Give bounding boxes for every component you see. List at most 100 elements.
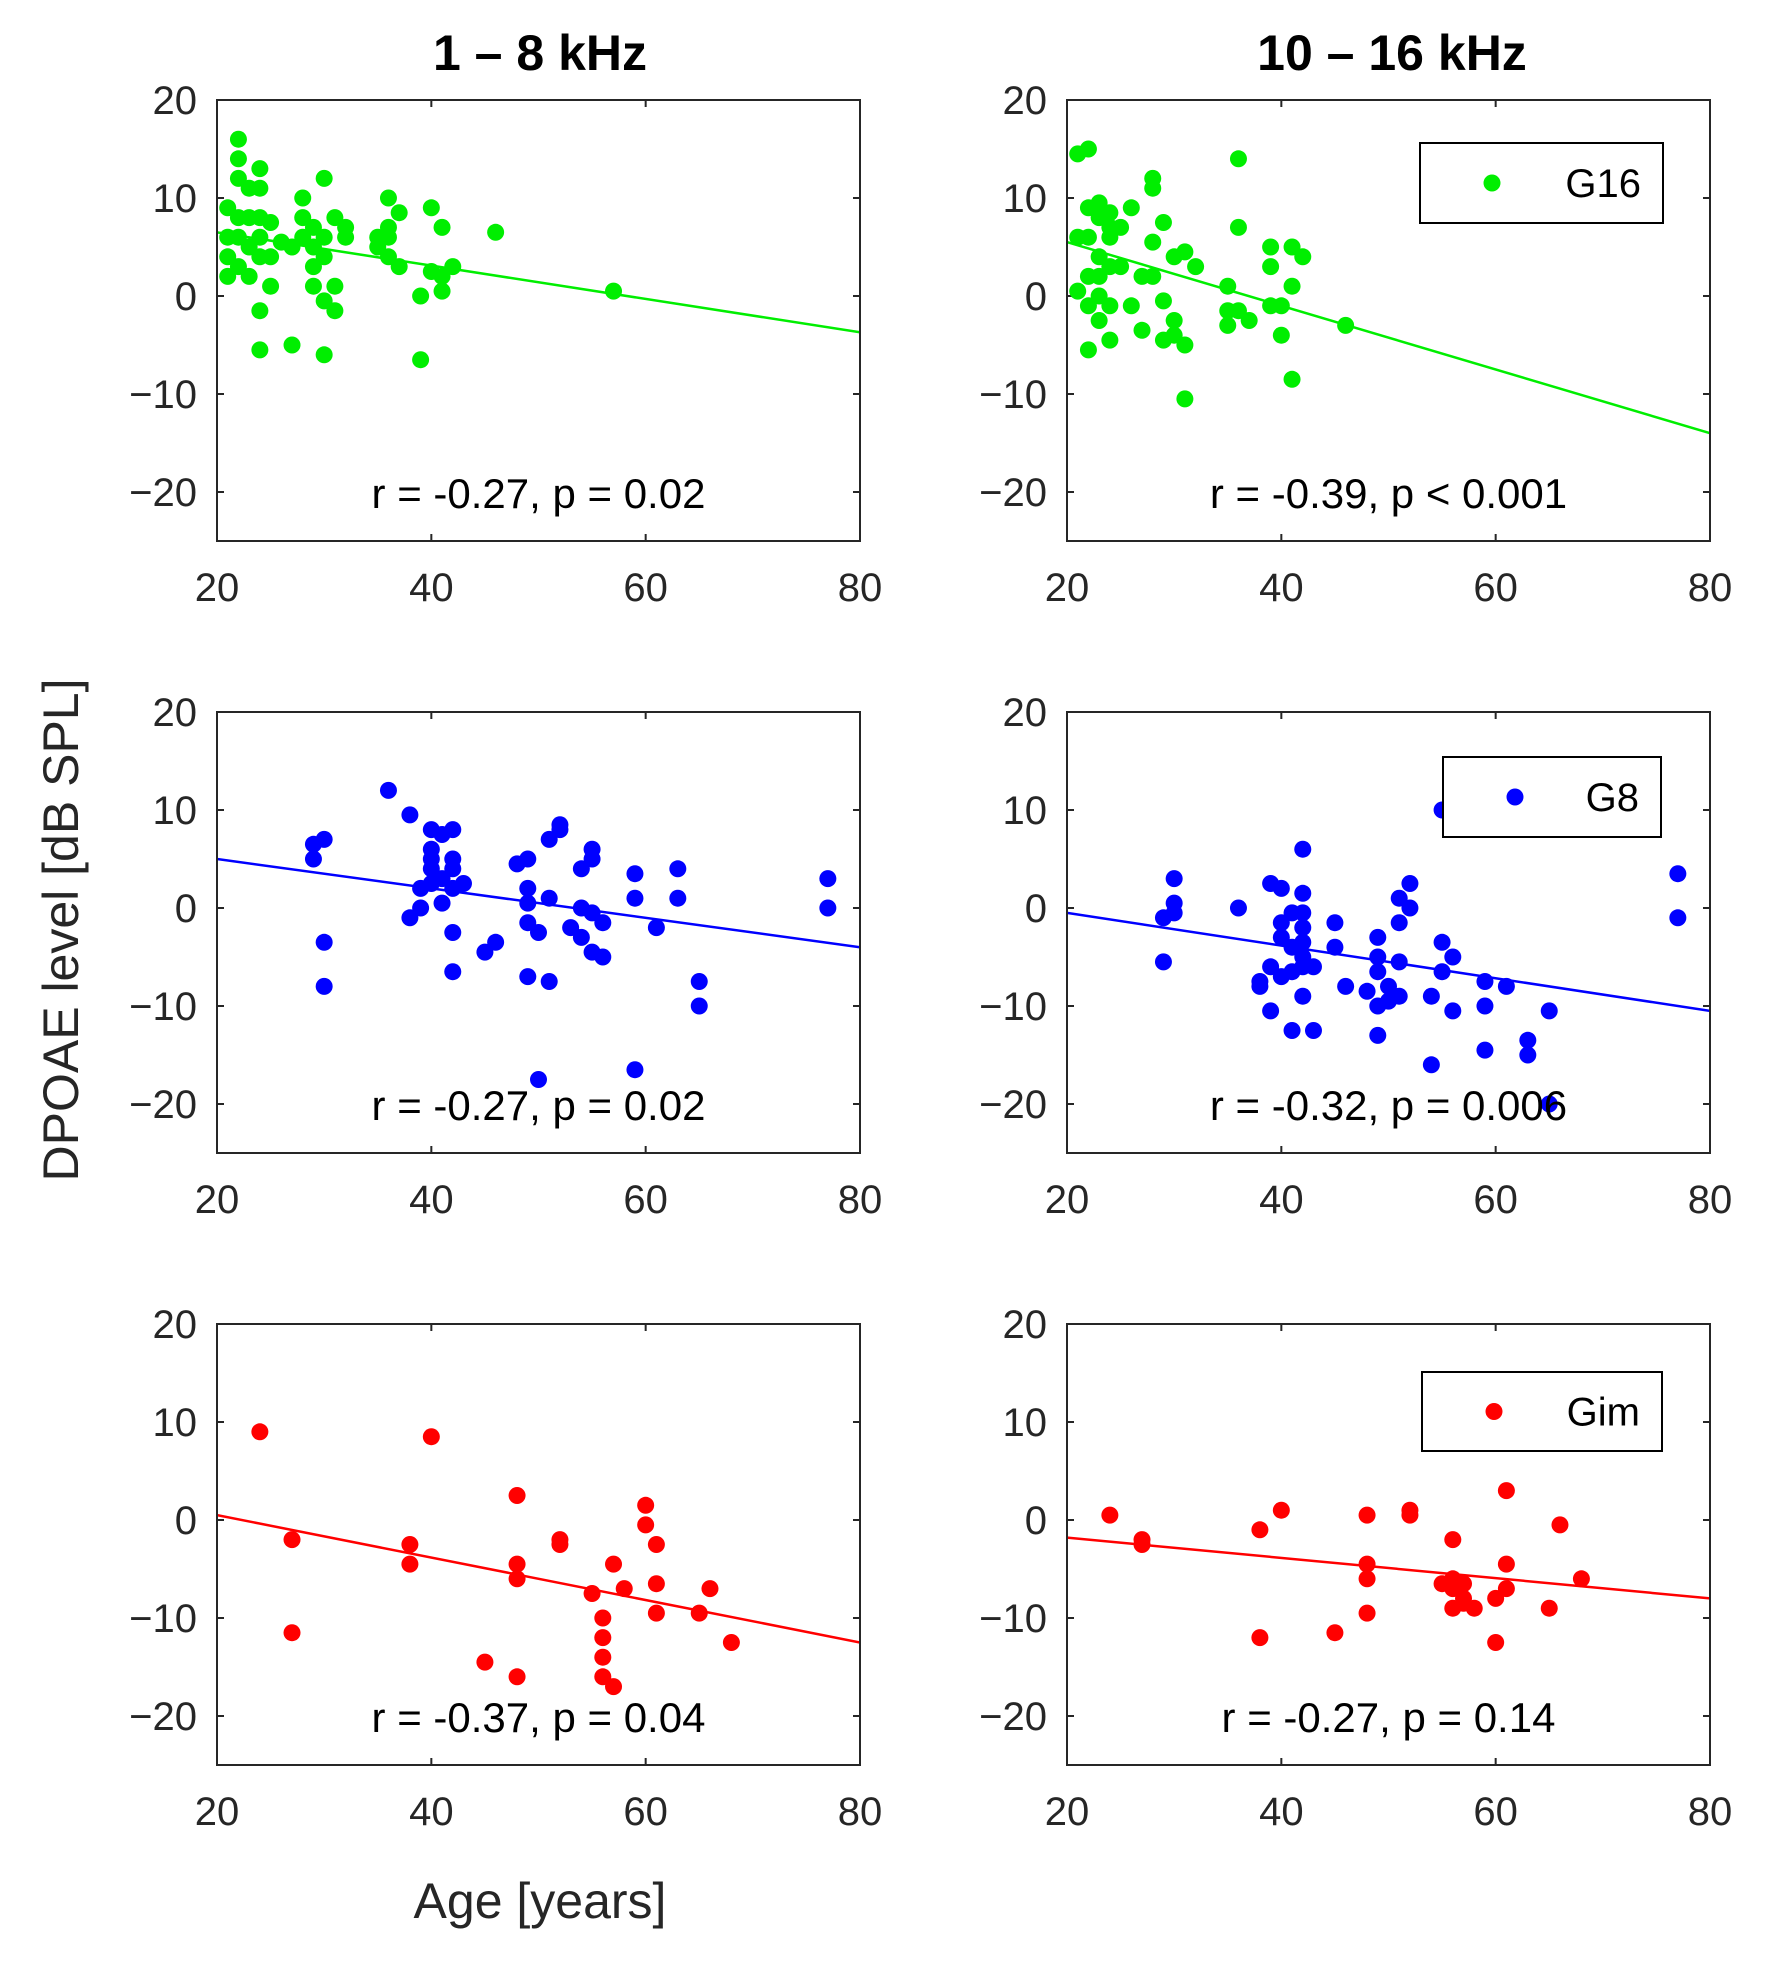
column-title-right: 10 – 16 kHz bbox=[1257, 25, 1527, 81]
y-tick-label: 10 bbox=[1003, 789, 1048, 833]
data-point bbox=[1229, 899, 1247, 917]
x-tick-label: 20 bbox=[195, 566, 240, 610]
y-tick-label: −20 bbox=[129, 1695, 197, 1739]
x-tick-label: 80 bbox=[838, 1178, 883, 1222]
data-point bbox=[1122, 297, 1140, 315]
legend-marker bbox=[1483, 174, 1501, 192]
data-point bbox=[487, 933, 505, 951]
data-point bbox=[262, 248, 280, 266]
plot-area bbox=[217, 1324, 860, 1765]
y-tick-label: 10 bbox=[1003, 1401, 1048, 1445]
data-point bbox=[1090, 267, 1108, 285]
data-point bbox=[1176, 243, 1194, 261]
data-point bbox=[251, 302, 269, 320]
data-point bbox=[519, 968, 537, 986]
data-point bbox=[390, 204, 408, 222]
data-point bbox=[1144, 233, 1162, 251]
data-point bbox=[1133, 321, 1151, 339]
stat-annotation: r = -0.27, p = 0.02 bbox=[372, 470, 706, 517]
data-point bbox=[819, 899, 837, 917]
fit-line bbox=[1067, 1536, 1710, 1600]
panel-0-1: 20 40 60 80 −20 −10 0 10 20 r = -0.39, p < 0.001 G… bbox=[979, 79, 1732, 610]
data-point bbox=[605, 1678, 623, 1696]
data-point bbox=[1294, 884, 1312, 902]
x-tick-label: 80 bbox=[838, 566, 883, 610]
data-point bbox=[379, 781, 397, 799]
data-point bbox=[1101, 1506, 1119, 1524]
data-point bbox=[1326, 1624, 1344, 1642]
data-point bbox=[337, 228, 355, 246]
y-tick-label: −20 bbox=[129, 1083, 197, 1127]
data-point bbox=[1369, 928, 1387, 946]
x-tick-label: 40 bbox=[409, 1178, 454, 1222]
data-point bbox=[1294, 987, 1312, 1005]
data-point bbox=[444, 258, 462, 276]
data-point bbox=[1465, 1599, 1483, 1617]
data-point bbox=[637, 1496, 655, 1514]
data-point bbox=[283, 1624, 301, 1642]
data-point bbox=[1079, 228, 1097, 246]
data-point bbox=[1251, 977, 1269, 995]
data-point bbox=[401, 1555, 419, 1573]
data-point bbox=[304, 277, 322, 295]
data-point bbox=[1497, 1482, 1515, 1500]
data-point bbox=[1262, 238, 1280, 256]
stat-annotation: r = -0.27, p = 0.14 bbox=[1222, 1694, 1556, 1741]
data-point bbox=[1358, 1570, 1376, 1588]
data-point bbox=[1122, 199, 1140, 217]
x-tick-label: 20 bbox=[195, 1790, 240, 1834]
data-point bbox=[283, 336, 301, 354]
data-point bbox=[294, 189, 312, 207]
data-point bbox=[1358, 1604, 1376, 1622]
data-point bbox=[1669, 865, 1687, 883]
data-point bbox=[1380, 977, 1397, 995]
data-series bbox=[1067, 1482, 1710, 1651]
data-point bbox=[1272, 879, 1290, 897]
data-point bbox=[819, 870, 837, 888]
data-point bbox=[1369, 963, 1387, 981]
data-point bbox=[540, 889, 558, 907]
data-point bbox=[1283, 277, 1301, 295]
y-tick-label: −20 bbox=[979, 1083, 1047, 1127]
data-point bbox=[1444, 1002, 1462, 1020]
data-point bbox=[1165, 326, 1183, 344]
data-point bbox=[594, 914, 612, 932]
data-point bbox=[615, 1580, 633, 1598]
x-tick-label: 80 bbox=[1688, 566, 1733, 610]
data-point bbox=[444, 860, 462, 878]
y-tick-label: 20 bbox=[153, 691, 198, 735]
data-point bbox=[251, 341, 269, 359]
data-point bbox=[454, 875, 472, 892]
data-point bbox=[722, 1634, 740, 1651]
legend-marker bbox=[1485, 1403, 1503, 1420]
data-point bbox=[1294, 919, 1312, 937]
data-point bbox=[262, 214, 280, 231]
data-point bbox=[219, 199, 237, 217]
data-point bbox=[1101, 331, 1119, 349]
data-point bbox=[1272, 326, 1290, 344]
data-point bbox=[1090, 194, 1108, 212]
data-point bbox=[251, 179, 269, 197]
data-point bbox=[1540, 1002, 1558, 1020]
data-point bbox=[1294, 840, 1312, 858]
x-tick-label: 60 bbox=[1473, 566, 1518, 610]
x-tick-label: 20 bbox=[1045, 1790, 1090, 1834]
data-point bbox=[444, 963, 462, 981]
y-tick-label: 0 bbox=[1025, 275, 1047, 319]
y-tick-label: 20 bbox=[153, 1303, 198, 1347]
data-point bbox=[1669, 909, 1687, 927]
data-point bbox=[594, 1609, 612, 1627]
data-point bbox=[594, 1629, 612, 1647]
data-point bbox=[626, 865, 644, 883]
fit-line bbox=[217, 857, 860, 949]
data-point bbox=[1433, 963, 1451, 981]
data-point bbox=[508, 1487, 526, 1504]
data-point bbox=[530, 1071, 547, 1088]
legend-label: G16 bbox=[1565, 162, 1641, 206]
data-point bbox=[1090, 312, 1108, 329]
y-tick-label: −10 bbox=[129, 985, 197, 1029]
legend-box bbox=[1421, 1371, 1663, 1452]
data-point bbox=[1176, 336, 1194, 354]
data-point bbox=[669, 860, 687, 878]
data-point bbox=[422, 199, 440, 217]
